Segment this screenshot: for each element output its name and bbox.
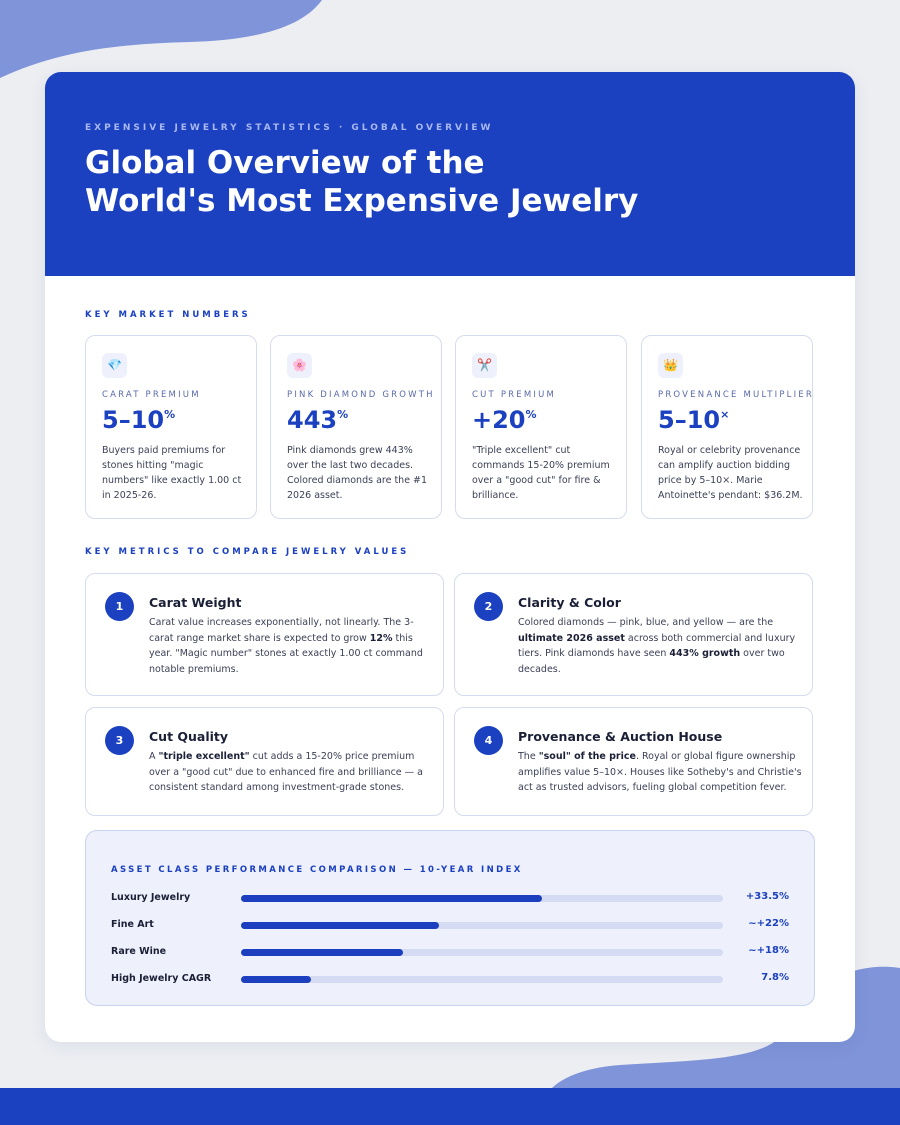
chart-panel: ASSET CLASS PERFORMANCE COMPARISON — 10-… <box>85 830 815 1006</box>
stat-description: Buyers paid premiums for stones hitting … <box>102 445 242 501</box>
text-segment: . Royal or global figure ownership ampli… <box>518 751 802 793</box>
stat-value: 5–10× <box>658 406 729 434</box>
value-label: ~+22% <box>748 918 789 929</box>
text-segment: 443% growth <box>669 648 741 659</box>
text-segment: "triple excellent" <box>158 751 250 762</box>
stat-number: 5–10 <box>658 406 721 434</box>
metric-description: Colored diamonds — pink, blue, and yello… <box>518 615 803 677</box>
metric-number: 2 <box>474 592 503 621</box>
category-label: Rare Wine <box>111 946 167 957</box>
bar <box>241 894 543 902</box>
stat-icon: 🌸 <box>287 353 312 378</box>
metric-description: Carat value increases exponentially, not… <box>149 615 434 677</box>
metric-title: Provenance & Auction House <box>518 729 723 744</box>
stat-unit: × <box>720 408 730 421</box>
bar-track <box>241 948 723 956</box>
bar <box>241 921 439 929</box>
metric-title: Carat Weight <box>149 595 242 610</box>
text-segment: ultimate 2026 asset <box>518 632 625 644</box>
text-segment: over two decades. <box>518 648 785 675</box>
stat-label: CARAT PREMIUM <box>102 390 201 400</box>
section-heading: KEY METRICS TO COMPARE JEWELRY VALUES <box>85 547 410 557</box>
stat-label: CUT PREMIUM <box>472 390 557 400</box>
title: Global Overview of the World's Most Expe… <box>85 144 638 220</box>
bar-track <box>241 975 723 983</box>
eyebrow: EXPENSIVE JEWELRY STATISTICS · GLOBAL OV… <box>85 123 494 133</box>
stat-description: Pink diamonds grew 443% over the last tw… <box>287 445 428 501</box>
bar <box>241 975 312 983</box>
stat-card: ✂️ CUT PREMIUM +20% "Triple excellent" cut … <box>455 335 627 519</box>
stat-description: "Triple excellent" cut commands 15-20% p… <box>472 445 610 501</box>
category-label: Fine Art <box>111 919 154 930</box>
stat-number: 443 <box>287 406 338 434</box>
stat-label: PROVENANCE MULTIPLIER <box>658 390 814 400</box>
stat-label: PINK DIAMOND GROWTH <box>287 390 435 400</box>
metric-card: 2 Clarity & Color Colored diamonds — pink,… <box>454 573 813 696</box>
stat-icon: 👑 <box>658 353 683 378</box>
header: EXPENSIVE JEWELRY STATISTICS · GLOBAL OV… <box>45 72 855 276</box>
metric-card: 4 Provenance & Auction House The "soul" of… <box>454 707 813 816</box>
value-label: +33.5% <box>745 891 789 902</box>
stat-description: Royal or celebrity provenance can amplif… <box>658 445 803 501</box>
stat-unit: % <box>525 408 537 421</box>
section-heading: KEY MARKET NUMBERS <box>85 310 251 320</box>
text-segment: cut adds a 15-20% price premium over a "… <box>149 751 424 793</box>
category-label: High Jewelry CAGR <box>111 973 212 984</box>
bar-track <box>241 921 723 929</box>
bar <box>241 948 403 956</box>
stat-card: 🌸 PINK DIAMOND GROWTH 443% Pink diamonds gr… <box>270 335 442 519</box>
text-segment: this year. "Magic number" stones at exac… <box>149 632 423 675</box>
stat-icon: 💎 <box>102 353 127 378</box>
text-segment: "soul" of the price <box>538 751 636 762</box>
metric-title: Clarity & Color <box>518 595 621 610</box>
text-segment: across both commercial and luxury tiers.… <box>518 632 796 660</box>
metric-number: 3 <box>105 726 134 755</box>
metric-card: 3 Cut Quality A "triple excellent" cut add… <box>85 707 444 816</box>
text-segment: Carat value increases exponentially, not… <box>149 617 414 644</box>
metric-number: 4 <box>474 726 503 755</box>
metric-number: 1 <box>105 592 134 621</box>
stat-value: +20% <box>472 406 537 434</box>
metric-card: 1 Carat Weight Carat value increases expon… <box>85 573 444 696</box>
title-line: World's Most Expensive Jewelry <box>85 183 639 219</box>
stat-icon: ✂️ <box>472 353 497 378</box>
stat-card: 👑 PROVENANCE MULTIPLIER 5–10× Royal or cele… <box>641 335 813 519</box>
text-segment: Colored diamonds — pink, blue, and yello… <box>518 617 774 628</box>
stat-number: +20 <box>472 406 526 434</box>
metric-title: Cut Quality <box>149 729 229 744</box>
stat-card: 💎 CARAT PREMIUM 5–10% Buyers paid premiums … <box>85 335 257 519</box>
chart-title: ASSET CLASS PERFORMANCE COMPARISON — 10-… <box>111 865 523 875</box>
text-segment: 12% <box>369 632 393 644</box>
text-segment: The <box>518 751 539 762</box>
value-label: ~+18% <box>748 945 789 956</box>
stat-unit: % <box>164 408 176 421</box>
stat-unit: % <box>337 408 349 421</box>
value-label: 7.8% <box>761 972 789 983</box>
stat-value: 5–10% <box>102 406 175 434</box>
text-segment: A <box>149 751 159 762</box>
stat-number: 5–10 <box>102 406 165 434</box>
metric-description: The "soul" of the price. Royal or global… <box>518 749 803 796</box>
metric-description: A "triple excellent" cut adds a 15-20% p… <box>149 749 434 796</box>
title-line: Global Overview of the <box>85 145 485 181</box>
stat-value: 443% <box>287 406 348 434</box>
category-label: Luxury Jewelry <box>111 892 191 903</box>
